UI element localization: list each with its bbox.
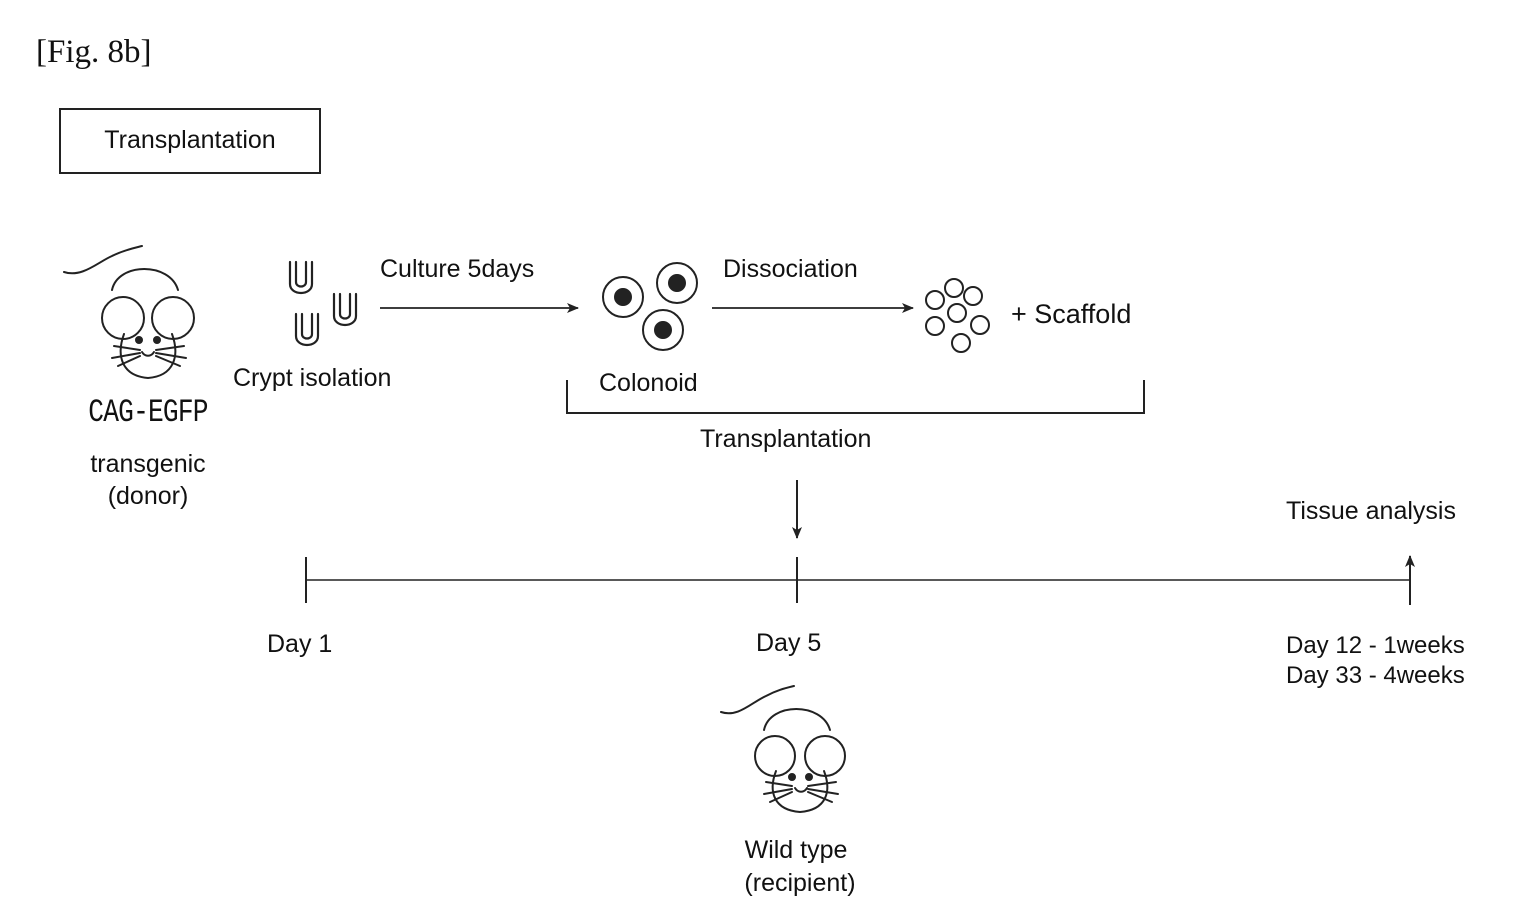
day12-label: Day 12 - 1weeks — [1286, 632, 1465, 660]
crypt-icon — [290, 262, 312, 293]
recipient-line2-label: (recipient) — [700, 869, 900, 898]
dissociation-label: Dissociation — [723, 255, 858, 284]
crypt-icon-group — [290, 262, 356, 345]
donor-line2-label: (donor) — [58, 482, 238, 511]
donor-line1-label: transgenic — [58, 450, 238, 479]
transplantation-label: Transplantation — [700, 425, 871, 454]
tissue-analysis-label: Tissue analysis — [1286, 497, 1456, 526]
colonoid-icon — [643, 310, 683, 350]
recipient-line1-label: Wild type — [696, 836, 896, 865]
colonoid-label: Colonoid — [599, 369, 698, 398]
scaffold-label: + Scaffold — [1011, 299, 1131, 330]
timeline — [306, 556, 1410, 605]
colonoid-icon-group — [603, 263, 697, 350]
day5-label: Day 5 — [756, 629, 821, 658]
crypt-isolation-label: Crypt isolation — [233, 364, 391, 393]
day33-label: Day 33 - 4weeks — [1286, 662, 1465, 690]
culture-label: Culture 5days — [380, 255, 534, 284]
day1-label: Day 1 — [267, 630, 332, 659]
donor-strain-label: CAG-EGFP — [74, 394, 222, 431]
donor-mouse-icon — [64, 246, 194, 378]
crypt-icon — [296, 314, 318, 345]
colonoid-icon — [603, 277, 643, 317]
recipient-mouse-icon — [721, 686, 845, 812]
colonoid-icon — [657, 263, 697, 303]
dissociated-cells-icon — [926, 279, 989, 352]
crypt-icon — [334, 294, 356, 325]
